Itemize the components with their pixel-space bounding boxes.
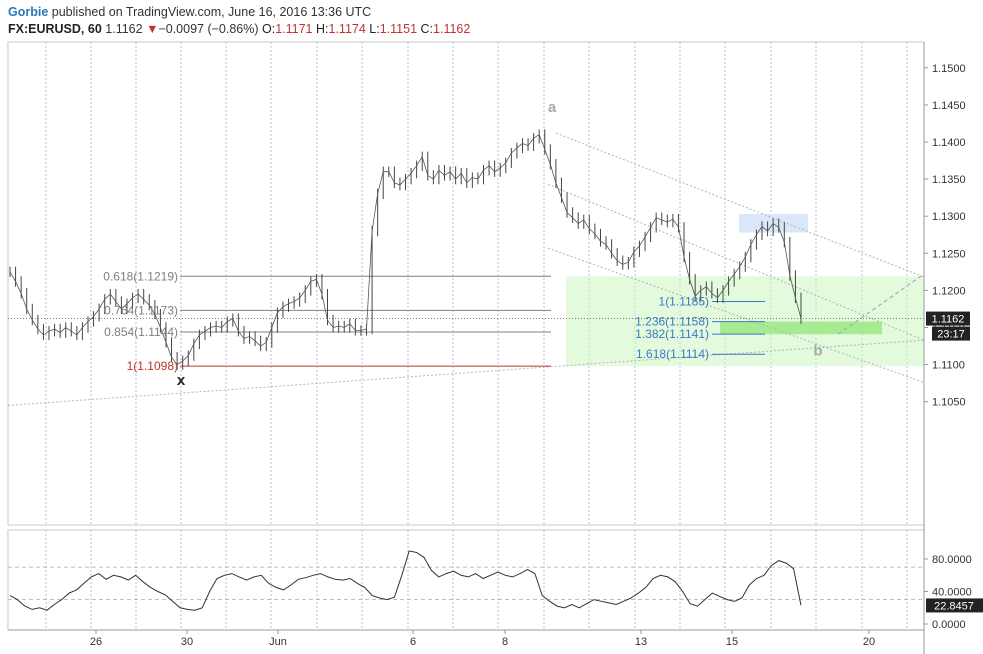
channel-lower-line[interactable] xyxy=(547,247,925,383)
fib-retracement-label: 0.764(1.1173) xyxy=(104,303,178,317)
osc-value-label: 22.8457 xyxy=(934,600,974,612)
last-price: 1.1162 xyxy=(105,22,143,36)
price-change: −0.0097 (−0.86%) xyxy=(158,22,259,36)
fib-extension-label: 1.236(1.1158) xyxy=(635,315,709,329)
symbol-line: FX:EURUSD, 60 1.1162 ▼−0.0097 (−0.86%) O… xyxy=(8,22,470,36)
projection-line[interactable] xyxy=(837,273,925,335)
price-tick-label: 1.1200 xyxy=(932,285,966,297)
time-tick-label: 26 xyxy=(90,636,102,648)
time-tick-label: 15 xyxy=(726,636,738,648)
osc-tick-label: 0.0000 xyxy=(932,619,966,631)
price-tick-label: 1.1400 xyxy=(932,137,966,149)
price-tick-label: 1.1300 xyxy=(932,211,966,223)
oscillator-line xyxy=(9,550,802,611)
low-label: L: xyxy=(369,22,380,36)
time-tick-label: 30 xyxy=(181,636,193,648)
time-tick-label: 13 xyxy=(635,636,647,648)
osc-tick-label: 40.0000 xyxy=(932,587,972,599)
target-band xyxy=(720,321,882,335)
time-tick-label: 6 xyxy=(410,636,416,648)
open-value: 1.1171 xyxy=(275,22,313,36)
published-text: published on TradingView.com, June 16, 2… xyxy=(51,5,372,19)
fib-extension-label: 1.618(1.1114) xyxy=(636,347,709,361)
high-value: 1.1174 xyxy=(328,22,366,36)
time-tick-label: 8 xyxy=(502,636,508,648)
close-value: 1.1162 xyxy=(433,22,471,36)
symbol-label[interactable]: FX:EURUSD, 60 xyxy=(8,22,102,36)
fib-retracement-label: 0.618(1.1219) xyxy=(103,269,178,283)
fib-extension-label: 1(1.1185) xyxy=(659,295,709,309)
price-tick-label: 1.1350 xyxy=(932,174,966,186)
low-value: 1.1151 xyxy=(379,22,418,36)
osc-tick-label: 80.0000 xyxy=(932,554,972,566)
wave-label: x xyxy=(177,372,186,389)
countdown-label: 23:17 xyxy=(937,329,965,341)
fib-extension-label: 1.382(1.1141) xyxy=(635,327,709,341)
author-link[interactable]: Gorbie xyxy=(8,5,49,19)
trend-support-line[interactable] xyxy=(7,339,925,406)
last-price-badge-label: 1.1162 xyxy=(932,314,965,326)
open-label: O: xyxy=(262,22,276,36)
fib-retracement-label: 0.854(1.1144) xyxy=(104,325,178,339)
channel-upper-line[interactable] xyxy=(555,132,925,278)
fib-retracement-label: 1(1.1098) xyxy=(127,359,178,373)
price-line xyxy=(9,133,802,366)
close-label: C: xyxy=(420,22,434,36)
price-tick-label: 1.1450 xyxy=(932,100,966,112)
down-arrow-icon: ▼ xyxy=(146,22,159,36)
last-price-badge xyxy=(926,311,970,326)
high-label: H: xyxy=(316,22,329,36)
wave-label: a xyxy=(548,99,557,116)
publish-line: Gorbie published on TradingView.com, Jun… xyxy=(8,5,371,19)
time-tick-label: Jun xyxy=(269,636,287,648)
time-tick-label: 20 xyxy=(863,636,875,648)
price-tick-label: 1.1100 xyxy=(932,360,965,372)
oscillator-pane[interactable] xyxy=(7,529,925,631)
price-tick-label: 1.1250 xyxy=(932,248,966,260)
countdown-badge xyxy=(932,326,970,341)
osc-value-badge xyxy=(926,598,983,613)
price-tick-label: 1.1050 xyxy=(932,397,966,409)
wave-label: b xyxy=(813,343,822,360)
chart-header: Gorbie published on TradingView.com, Jun… xyxy=(0,0,983,42)
price-tick-label: 1.1500 xyxy=(932,63,966,75)
